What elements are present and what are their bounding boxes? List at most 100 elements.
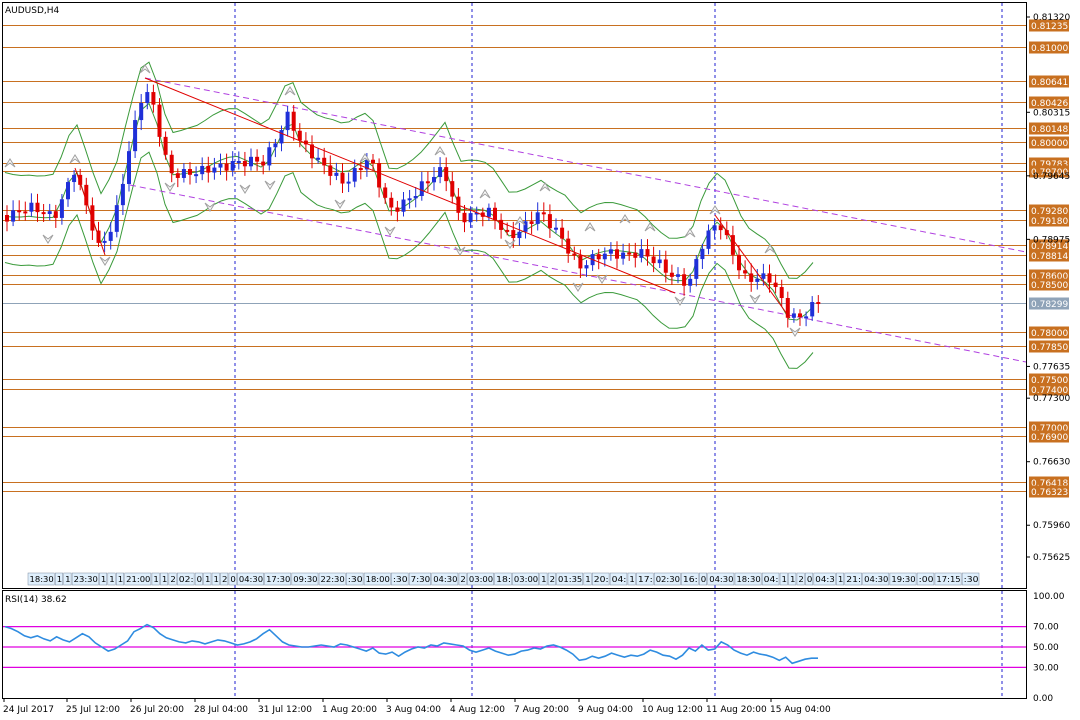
- session-label-box: [836, 572, 845, 586]
- candle-body: [230, 161, 235, 171]
- candle-body: [444, 167, 449, 182]
- candle-body: [163, 136, 168, 155]
- session-label-box: [54, 572, 63, 586]
- candle-body: [779, 287, 784, 299]
- session-label-box: [71, 572, 99, 586]
- time-tick-label: 15 Aug 04:00: [770, 705, 831, 715]
- level-label: 0.76418: [1031, 479, 1068, 489]
- candle-body: [29, 202, 34, 212]
- candle-body: [615, 249, 619, 259]
- level-label: 0.78914: [1031, 242, 1068, 252]
- candle-body: [596, 254, 601, 260]
- candle-body: [785, 298, 790, 318]
- level-label: 0.77500: [1031, 376, 1068, 386]
- session-label: 1: [162, 575, 167, 584]
- fractal-down-icon: [789, 327, 801, 337]
- fractal-up-icon: [514, 216, 526, 226]
- fractal-down-icon: [99, 256, 111, 266]
- level-label-box: [1029, 373, 1069, 386]
- level-label: 0.81235: [1031, 22, 1068, 32]
- fractal-down-icon: [384, 226, 396, 236]
- candle-body: [547, 214, 552, 229]
- candle-body: [181, 169, 186, 178]
- session-label-box: [467, 572, 494, 586]
- candle-body: [700, 248, 705, 260]
- candle-body: [255, 156, 260, 162]
- session-label-box: [27, 572, 55, 586]
- session-label-box: [556, 572, 584, 586]
- candle-body: [5, 215, 9, 222]
- candle-body: [236, 160, 241, 163]
- rsi-line: [4, 623, 818, 665]
- session-label-box: [512, 572, 539, 586]
- fractals: [4, 64, 801, 337]
- session-label-box: [318, 572, 346, 586]
- rsi-axis-label: 50.00: [1033, 643, 1059, 653]
- candle-body: [249, 156, 253, 167]
- lower-band: [4, 151, 814, 369]
- session-label-box: [291, 572, 319, 586]
- fractal-down-icon: [572, 282, 584, 292]
- candle-body: [694, 259, 699, 279]
- session-label: :30: [393, 575, 408, 584]
- level-label-box: [1029, 136, 1069, 149]
- candle-body: [157, 104, 162, 137]
- session-label-box: [194, 572, 203, 586]
- candle-body: [395, 207, 400, 212]
- horizontal-levels: 0.81235 0.81000 0.80641 0.80426 0.80148 0.800…: [3, 19, 1069, 498]
- candle-body: [724, 230, 729, 236]
- session-label-box: [264, 572, 292, 586]
- fractal-down-icon: [164, 182, 176, 192]
- candle-body: [371, 159, 375, 164]
- fractal-down-icon: [749, 294, 761, 304]
- session-label-box: [889, 572, 917, 586]
- candle-body: [791, 313, 796, 318]
- level-label-box: [1029, 278, 1069, 291]
- level-label: 0.79700: [1031, 168, 1068, 178]
- time-tick-label: 4 Aug 12:00: [450, 705, 505, 715]
- time-tick-label: 26 Jul 20:00: [130, 705, 184, 715]
- candle-body: [718, 225, 723, 231]
- level-label: 0.78500: [1031, 281, 1068, 291]
- session-label: 02:30: [656, 575, 680, 584]
- level-label-box: [1029, 326, 1069, 339]
- level-label-box: [1029, 485, 1069, 498]
- candle-body: [72, 174, 77, 183]
- session-label: 1: [782, 575, 787, 584]
- candle-body: [303, 140, 308, 145]
- candle-body: [639, 249, 644, 258]
- session-label-box: [547, 572, 556, 586]
- session-label: 2: [798, 575, 803, 584]
- candle-body: [749, 273, 754, 282]
- candle-body: [242, 160, 247, 167]
- level-label: 0.78814: [1031, 252, 1068, 262]
- level-label-box: [1029, 204, 1069, 217]
- candle-body: [151, 92, 156, 105]
- time-tick-label: 28 Jul 04:00: [194, 705, 248, 715]
- candle-body: [169, 154, 174, 174]
- candle-body: [773, 282, 778, 288]
- session-label-box: [583, 572, 592, 586]
- session-label: 2: [460, 575, 465, 584]
- session-label-box: [363, 572, 391, 586]
- candle-body: [328, 165, 333, 176]
- time-tick-label: 11 Aug 20:00: [706, 705, 767, 715]
- fractal-up-icon: [69, 154, 81, 164]
- session-label: 04:: [612, 575, 627, 584]
- fractal-up-icon: [764, 244, 776, 254]
- session-label: 2: [170, 575, 175, 584]
- session-label-box: [346, 572, 364, 586]
- session-label: :30: [348, 575, 363, 584]
- candle-body: [505, 229, 510, 232]
- session-label-box: [653, 572, 681, 586]
- candle-body: [84, 184, 89, 206]
- fractal-up-icon: [684, 228, 696, 238]
- candle-body: [175, 173, 180, 178]
- session-label: 1: [585, 575, 590, 584]
- candle-body: [572, 253, 577, 256]
- level-label: 0.76900: [1031, 433, 1068, 443]
- level-label-box: [1029, 214, 1069, 227]
- candle-body: [291, 111, 296, 131]
- candle-body: [810, 302, 815, 317]
